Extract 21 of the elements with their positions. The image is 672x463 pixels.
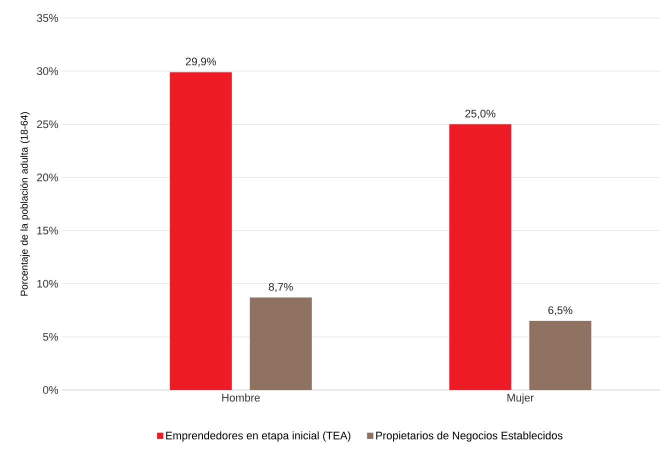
y-axis-title: Porcentaje de la población adulta (18-64)	[20, 112, 30, 296]
legend-label: Propietarios de Negocios Establecidos	[376, 431, 562, 442]
x-tick-label: Mujer	[507, 394, 534, 404]
y-tick-label: 25%	[37, 120, 58, 128]
data-label: 25,0%	[465, 110, 496, 119]
y-tick-label: 35%	[36, 14, 58, 22]
y-tick-label: 0%	[43, 386, 58, 394]
data-label: 6,5%	[548, 306, 572, 316]
data-label: 8,7%	[268, 282, 293, 292]
bar	[170, 72, 232, 390]
y-tick-label: 10%	[37, 280, 58, 288]
bar	[449, 124, 512, 390]
y-tick-label: 30%	[36, 67, 58, 76]
bar	[529, 320, 592, 390]
y-tick-label: 20%	[37, 174, 58, 182]
y-tick-label: 5%	[43, 333, 58, 341]
y-tick-label: 15%	[37, 226, 58, 234]
data-label: 29,9%	[186, 58, 216, 67]
legend-label: Emprendedores en etapa inicial (TEA)	[166, 431, 350, 442]
x-tick-label: Hombre	[222, 394, 260, 402]
bar	[250, 298, 312, 390]
